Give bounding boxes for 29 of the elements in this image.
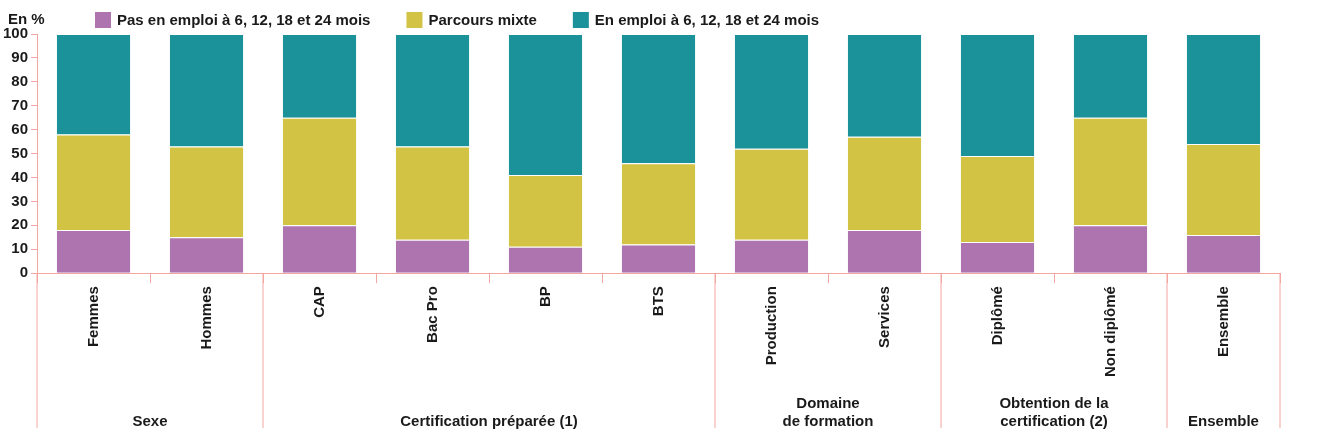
y-tick-label: 80 — [11, 71, 29, 89]
legend-label: Parcours mixte — [428, 11, 537, 29]
x-tick-label: Femmes — [83, 286, 101, 348]
x-tick-label: Hommes — [196, 286, 214, 350]
x-tick-label: Production — [761, 286, 779, 366]
y-tick-label: 0 — [19, 263, 29, 281]
x-tick-label: Diplômé — [987, 286, 1005, 346]
legend-label: Pas en emploi à 6, 12, 18 et 24 mois — [117, 11, 371, 29]
y-tick-label: 40 — [11, 167, 29, 185]
y-tick-label: 50 — [11, 143, 29, 161]
text: Domaine de formation — [782, 394, 874, 429]
y-tick-label: 60 — [11, 119, 29, 137]
text: Sexe — [132, 412, 168, 429]
y-tick-label: 20 — [11, 215, 29, 233]
text: Obtention de la certification (2) — [999, 394, 1110, 429]
y-tick-label: 10 — [11, 239, 29, 257]
text: Ensemble — [1188, 412, 1259, 429]
text: Certification préparée (1) — [400, 412, 578, 429]
x-tick-label: Services — [874, 286, 892, 348]
x-tick-label: CAP — [309, 286, 327, 318]
y-tick-label: 70 — [11, 95, 29, 113]
x-tick-label: Non diplômé — [1100, 286, 1118, 377]
y-tick-label: 30 — [11, 191, 29, 209]
x-tick-label: Bac Pro — [422, 286, 440, 343]
legend-label: En emploi à 6, 12, 18 et 24 mois — [594, 11, 820, 29]
y-tick-label: 90 — [11, 48, 29, 66]
x-tick-label: BP — [535, 286, 553, 308]
x-tick-label: BTS — [648, 286, 666, 317]
x-tick-label: Ensemble — [1213, 286, 1231, 358]
